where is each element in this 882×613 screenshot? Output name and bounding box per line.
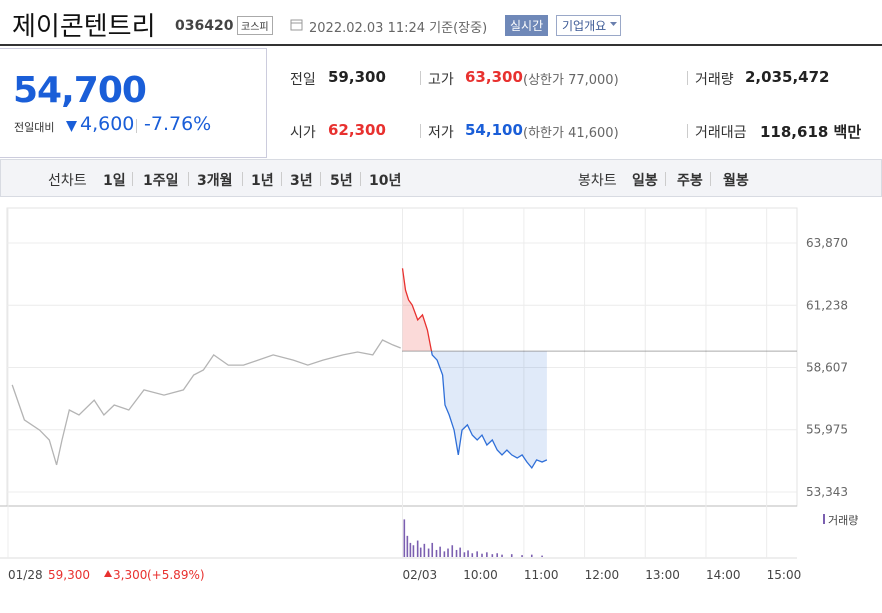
period-tab[interactable]: 1일 (103, 173, 126, 189)
candle-tab[interactable]: 주봉 (677, 173, 703, 189)
volume-bar (406, 535, 409, 557)
y-tick-label: 61,238 (806, 298, 848, 312)
tab-bar (0, 159, 882, 197)
volume-bar (501, 554, 503, 557)
tab-group-label: 봉차트 (578, 173, 617, 189)
series-line (11, 339, 401, 466)
x-tick-label: 02/03 (403, 568, 438, 582)
period-tab[interactable]: 3개월 (197, 173, 233, 189)
summary-value: 118,618 백만 (760, 123, 862, 141)
area-fill (402, 268, 547, 352)
summary-note: (상한가 77,000) (523, 73, 619, 88)
volume-label: 거래량 (828, 514, 858, 527)
previous-change-rate: (+5.89%) (147, 568, 205, 582)
volume-bar (451, 545, 454, 557)
x-tick-label: 15:00 (767, 568, 802, 582)
volume-bar (443, 551, 446, 557)
x-tick-label: 12:00 (585, 568, 620, 582)
stock-code: 036420 (175, 18, 234, 34)
x-tick-label: 13:00 (645, 568, 680, 582)
stock-name: 제이콘텐트리 (12, 12, 156, 42)
volume-bar (459, 547, 461, 557)
calendar-icon (290, 19, 303, 31)
volume-bar (412, 545, 415, 557)
period-tab[interactable]: 10년 (369, 173, 402, 189)
volume-bar (431, 542, 434, 557)
previous-close: 59,300 (48, 568, 90, 582)
legend-swatch (823, 514, 825, 524)
change-rate: -7.76% (144, 113, 212, 135)
period-tab[interactable]: 1주일 (143, 173, 179, 189)
period-tab[interactable]: 3년 (290, 173, 313, 189)
candle-tab[interactable]: 일봉 (632, 173, 658, 189)
company-info-button[interactable]: 기업개요 (556, 15, 622, 36)
period-tab[interactable]: 1년 (251, 173, 274, 189)
summary-label: 고가 (428, 72, 454, 88)
volume-bar (416, 540, 419, 557)
volume-bar (423, 543, 426, 557)
summary-value: 63,300 (465, 68, 523, 86)
previous-change: 3,300 (113, 568, 147, 582)
volume-bar (541, 555, 543, 557)
summary-note: (하한가 41,600) (523, 126, 619, 141)
volume-bar (510, 554, 513, 557)
volume-bar (463, 552, 466, 557)
timestamp: 2022.02.03 11:24 기준(장중) (309, 21, 488, 36)
period-tab[interactable]: 5년 (330, 173, 353, 189)
header-rule (0, 44, 882, 46)
volume-bar (447, 548, 449, 557)
x-tick-label: 11:00 (524, 568, 559, 582)
dropdown-icon (610, 22, 617, 26)
current-price: 54,700 (13, 70, 147, 111)
summary-label: 저가 (428, 125, 454, 141)
y-tick-label: 63,870 (806, 236, 848, 250)
down-arrow (66, 121, 77, 132)
volume-bar (530, 554, 533, 557)
volume-bar (439, 546, 441, 557)
y-tick-label: 53,343 (806, 485, 848, 499)
x-tick-label: 10:00 (463, 568, 498, 582)
volume-bar (491, 554, 494, 557)
tab-group-label: 선차트 (48, 173, 87, 189)
summary-value: 62,300 (328, 121, 386, 139)
summary-label: 전일 (290, 72, 316, 88)
price-box (0, 48, 267, 158)
summary-value: 54,100 (465, 121, 523, 139)
candle-tab[interactable]: 월봉 (723, 173, 749, 189)
volume-bar (427, 548, 430, 557)
volume-bar (409, 542, 412, 557)
x-tick-label: 14:00 (706, 568, 741, 582)
volume-bar (476, 551, 478, 557)
series-line (430, 351, 548, 470)
summary-label: 거래량 (695, 72, 734, 88)
change-label: 전일대비 (14, 121, 55, 134)
summary-value: 2,035,472 (745, 68, 830, 86)
volume-bar (471, 553, 474, 557)
volume-bar (467, 550, 469, 557)
summary-value: 59,300 (328, 68, 386, 86)
x-tick-label: 01/28 (8, 568, 43, 582)
market-badge: 코스피 (237, 16, 273, 35)
volume-bar (455, 549, 458, 557)
realtime-button[interactable]: 실시간 (505, 15, 549, 36)
series-line (401, 268, 433, 352)
volume-bar (496, 553, 498, 557)
summary-label: 거래대금 (695, 125, 747, 141)
summary-label: 시가 (290, 125, 316, 141)
volume-bar (403, 519, 406, 557)
up-arrow (104, 570, 112, 577)
y-tick-label: 58,607 (806, 360, 848, 374)
volume-bar (419, 547, 422, 557)
change: 4,600 (80, 113, 135, 135)
volume-bar (481, 553, 483, 557)
volume-bar (486, 552, 488, 557)
volume-bar (435, 549, 438, 557)
y-tick-label: 55,975 (806, 423, 848, 437)
volume-bar (521, 555, 523, 557)
